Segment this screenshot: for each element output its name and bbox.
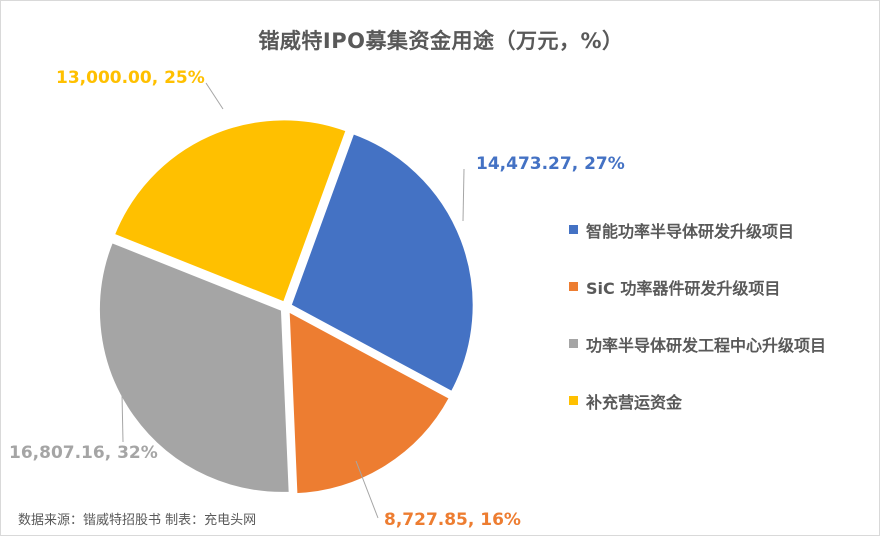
pie-slice-rd-center: [97, 240, 291, 494]
legend-label-working-capital: 补充营运资金: [586, 392, 683, 412]
data-label-rd-center: 16,807.16, 32%: [9, 443, 158, 463]
leader-line-working-capital: [205, 82, 224, 110]
legend-swatch-smart-power: [569, 225, 578, 234]
legend-label-rd-center: 功率半导体研发工程中心升级项目: [586, 335, 827, 355]
pie-slice-working-capital: [112, 118, 348, 304]
leader-line-sic: [355, 460, 379, 519]
source-note: 数据来源：锴威特招股书 制表：充电头网: [18, 513, 257, 528]
leader-line-smart-power: [462, 168, 465, 222]
legend-label-smart-power: 智能功率半导体研发升级项目: [586, 221, 795, 241]
data-label-working-capital: 13,000.00, 25%: [56, 68, 205, 88]
legend-label-sic: SiC 功率器件研发升级项目: [586, 278, 781, 298]
leader-line-rd-center: [121, 393, 124, 443]
data-label-smart-power: 14,473.27, 27%: [476, 154, 625, 174]
legend: 智能功率半导体研发升级项目 SiC 功率器件研发升级项目 功率半导体研发工程中心…: [569, 201, 826, 429]
legend-item-sic: SiC 功率器件研发升级项目: [569, 258, 826, 315]
legend-item-rd-center: 功率半导体研发工程中心升级项目: [569, 315, 826, 372]
pie-slice-sic: [287, 309, 452, 496]
legend-swatch-working-capital: [569, 396, 578, 405]
legend-swatch-sic: [569, 282, 578, 291]
legend-swatch-rd-center: [569, 339, 578, 348]
data-label-sic: 8,727.85, 16%: [384, 510, 521, 530]
legend-item-smart-power: 智能功率半导体研发升级项目: [569, 201, 826, 258]
legend-item-working-capital: 补充营运资金: [569, 372, 826, 429]
chart-title: 锴威特IPO募集资金用途（万元，%）: [258, 29, 624, 53]
pie-slice-smart-power: [289, 131, 475, 394]
